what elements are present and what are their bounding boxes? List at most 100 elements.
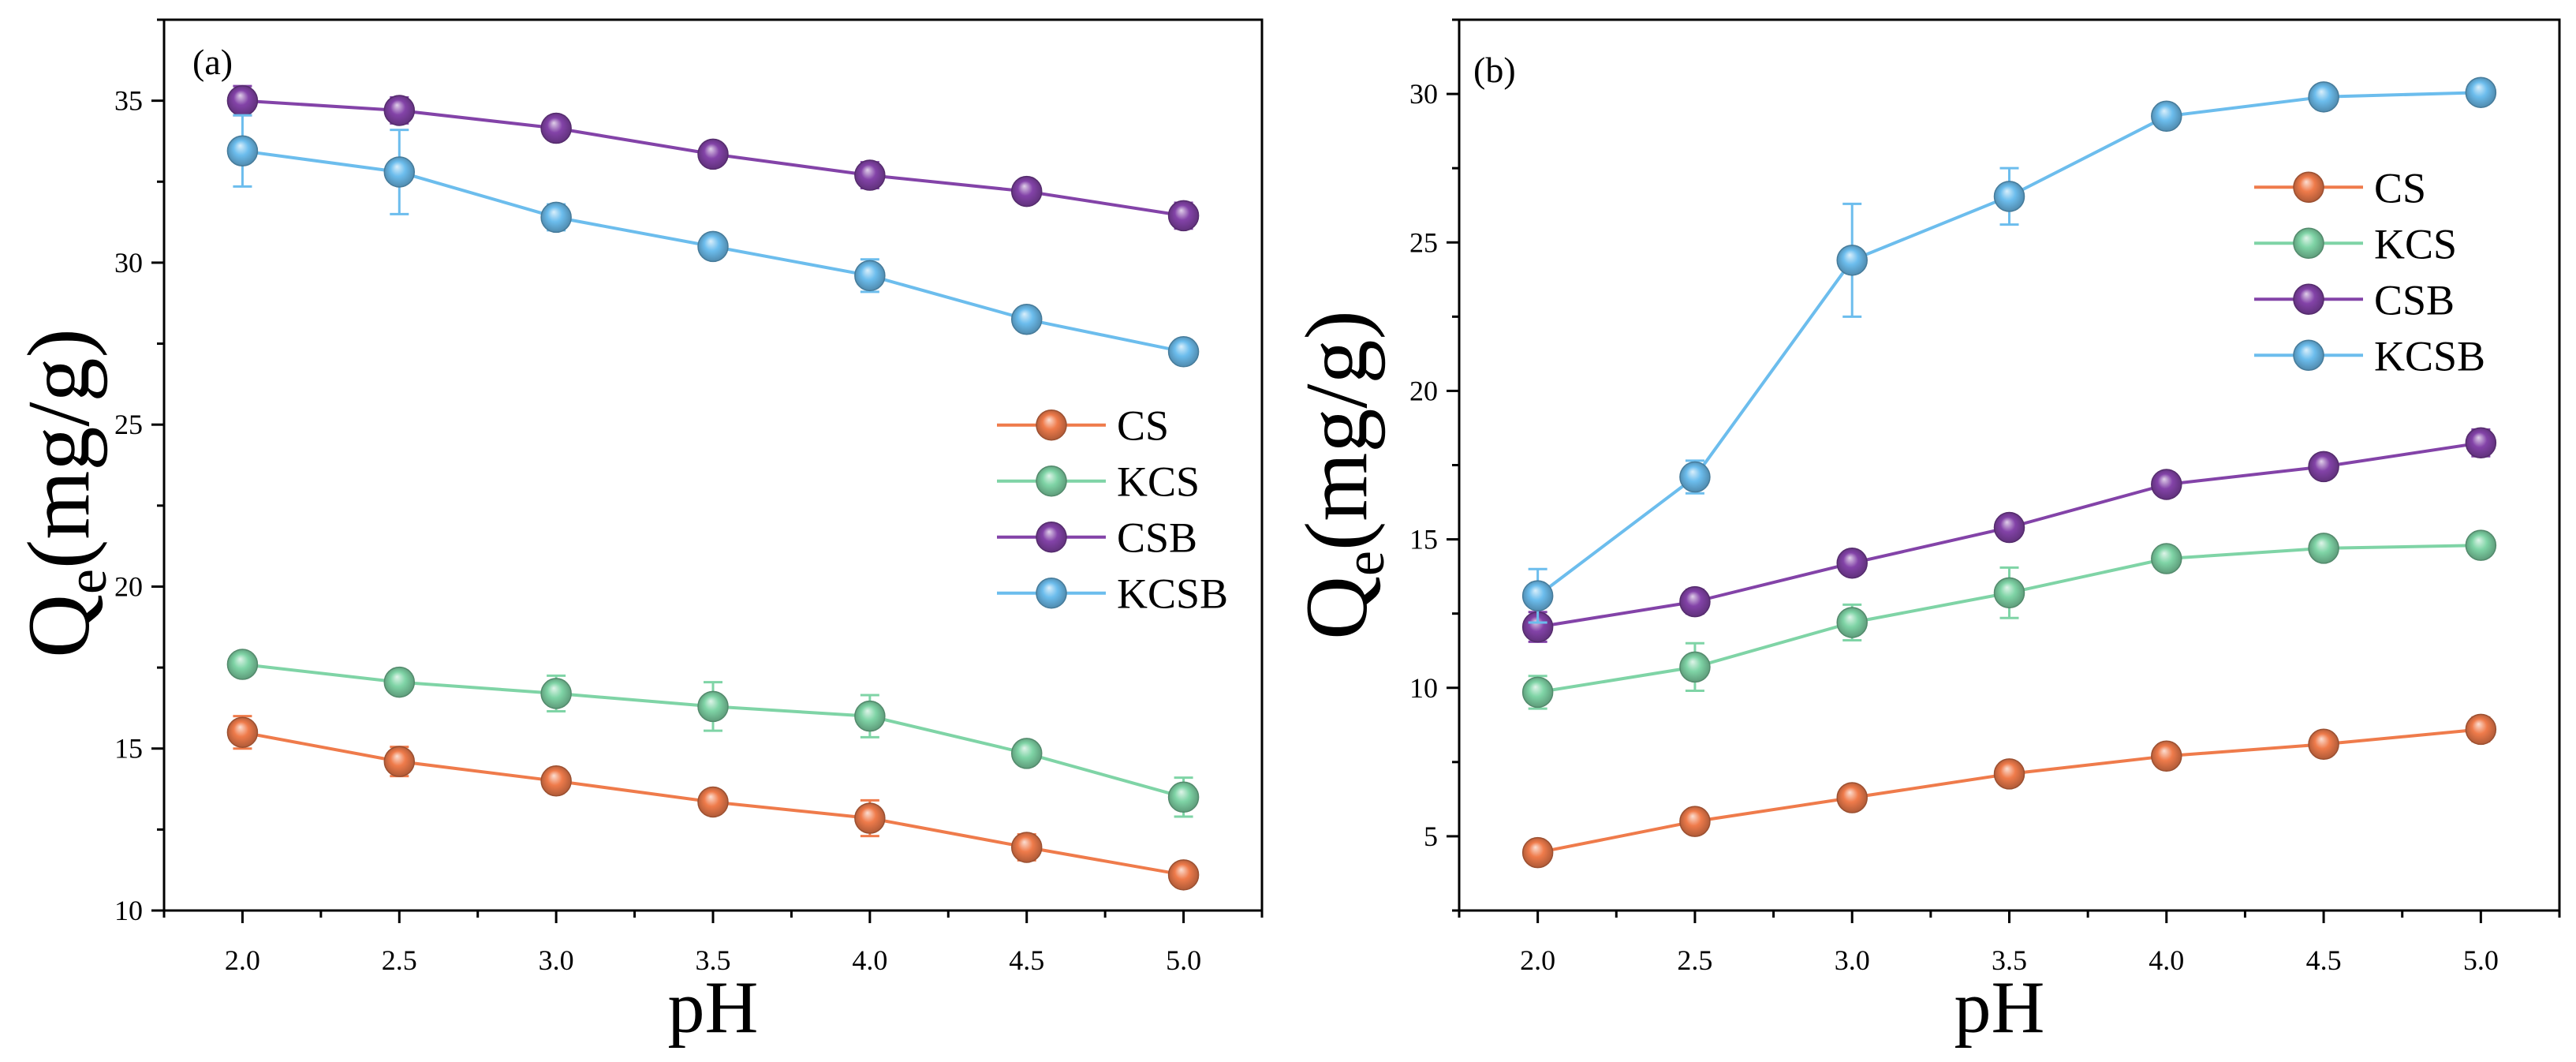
x-tick-label: 4.0	[2149, 944, 2184, 976]
series-cs	[1521, 713, 2497, 869]
legend-label: CSB	[1117, 514, 1197, 562]
y-axis-label-unit: (mg/g)	[1288, 310, 1386, 551]
x-tick-label: 4.5	[2306, 944, 2342, 976]
y-axis-label-main: Q	[1288, 576, 1386, 640]
y-axis-label-main: Q	[10, 594, 108, 658]
x-tick-label: 3.5	[1992, 944, 2027, 976]
legend-item-csb: CSB	[997, 514, 1197, 562]
data-point-kcsb	[1010, 304, 1043, 335]
y-tick-label: 20	[114, 570, 143, 602]
y-axis-label-subscript: e	[1333, 551, 1396, 576]
x-axis-label: pH	[1954, 967, 2045, 1049]
data-point-csb	[383, 95, 416, 126]
y-axis-label: Qe(mg/g)	[10, 328, 118, 658]
data-point-kcsb	[226, 135, 259, 167]
x-tick-label: 5.0	[2463, 944, 2499, 976]
legend-label: KCS	[1117, 458, 1200, 506]
x-tick-label: 4.5	[1009, 944, 1044, 976]
legend: CS KCS CSB KCSB	[2254, 164, 2485, 380]
y-tick-label: 20	[1409, 375, 1438, 406]
data-point-cs	[2151, 740, 2182, 772]
data-point-kcsb	[540, 201, 572, 234]
y-tick-label: 25	[114, 409, 143, 440]
legend-item-cs: CS	[2254, 164, 2426, 211]
legend-label: KCSB	[2374, 332, 2485, 380]
data-point-kcs	[383, 666, 416, 698]
data-point-csb	[1993, 511, 2025, 544]
series-kcs	[226, 649, 1200, 818]
x-tick-label: 2.5	[1677, 944, 1712, 976]
data-point-kcsb	[854, 260, 886, 292]
y-tick-label: 10	[1409, 672, 1438, 704]
data-point-cs	[697, 786, 729, 818]
data-point-csb	[1167, 200, 1200, 232]
data-point-cs	[1521, 836, 1554, 869]
data-point-cs	[2308, 728, 2339, 761]
data-point-cs	[1836, 782, 1868, 813]
data-point-kcs	[854, 700, 886, 732]
legend-item-kcsb: KCSB	[2254, 332, 2485, 380]
y-tick-label: 30	[1409, 78, 1438, 110]
data-point-cs	[1679, 806, 1711, 837]
data-point-kcs	[1836, 607, 1868, 638]
legend-label: CS	[2374, 164, 2426, 211]
legend-marker	[1036, 409, 1067, 441]
data-point-kcs	[226, 649, 259, 680]
data-point-csb	[2308, 451, 2339, 483]
data-point-csb	[1010, 175, 1043, 208]
data-point-cs	[226, 716, 259, 748]
legend-marker	[1036, 521, 1067, 553]
data-point-kcsb	[1836, 245, 1868, 276]
y-tick-label: 10	[114, 895, 143, 926]
data-point-cs	[2465, 713, 2497, 746]
x-tick-label: 4.0	[852, 944, 887, 976]
series-kcsb	[226, 114, 1200, 368]
data-point-csb	[697, 138, 729, 170]
x-tick-label: 2.5	[382, 944, 417, 976]
legend-label: CS	[1117, 402, 1169, 450]
chart-panel-0: 2.0 2.5 3.0 3.5 4.0 4.5 5.0101520253035CSKCSCS…	[10, 18, 1264, 1049]
data-point-kcs	[2465, 529, 2497, 561]
y-axis-label: Qe(mg/g)	[1288, 310, 1396, 640]
data-point-kcsb	[1679, 461, 1711, 493]
data-point-cs	[1167, 859, 1200, 891]
y-tick-label: 15	[1409, 524, 1438, 555]
axis-ticks	[1447, 18, 2561, 923]
y-axis-label-subscript: e	[55, 569, 118, 594]
legend-item-kcs: KCS	[997, 458, 1200, 506]
data-point-csb	[1836, 547, 1868, 579]
data-point-csb	[1679, 585, 1711, 618]
x-tick-label: 3.5	[696, 944, 731, 976]
legend-item-kcs: KCS	[2254, 220, 2457, 267]
series-csb	[226, 84, 1200, 232]
x-tick-label: 3.0	[539, 944, 574, 976]
chart-panel-1: 2.0 2.5 3.0 3.5 4.0 4.5 5.0 5 10 15 20 25 30 CS KCS CSB…	[1288, 18, 2561, 1049]
data-point-kcsb	[2465, 77, 2497, 108]
data-point-csb	[226, 84, 259, 117]
data-point-kcsb	[1993, 181, 2025, 212]
data-point-csb	[854, 159, 886, 191]
data-point-cs	[540, 765, 572, 797]
data-point-kcsb	[383, 156, 416, 188]
x-axis-label: pH	[668, 967, 759, 1049]
y-tick-label: 30	[114, 247, 143, 279]
legend-marker	[2293, 227, 2324, 260]
legend-label: CSB	[2374, 276, 2455, 323]
legend-label: KCSB	[1117, 570, 1228, 618]
data-point-kcsb	[2308, 81, 2339, 113]
data-point-kcs	[2151, 543, 2182, 574]
data-point-kcs	[2308, 533, 2339, 564]
data-point-kcsb	[697, 230, 729, 263]
legend-item-csb: CSB	[2254, 276, 2455, 323]
y-tick-label: 35	[114, 85, 143, 117]
legend-item-cs: CS	[997, 402, 1169, 450]
data-point-kcs	[1167, 781, 1200, 813]
data-point-kcs	[540, 678, 572, 709]
legend-label: KCS	[2374, 220, 2457, 267]
x-tick-label: 2.0	[1520, 944, 1555, 976]
legend-marker	[2293, 171, 2324, 204]
data-point-kcsb	[2151, 100, 2182, 133]
data-point-cs	[1993, 758, 2025, 790]
